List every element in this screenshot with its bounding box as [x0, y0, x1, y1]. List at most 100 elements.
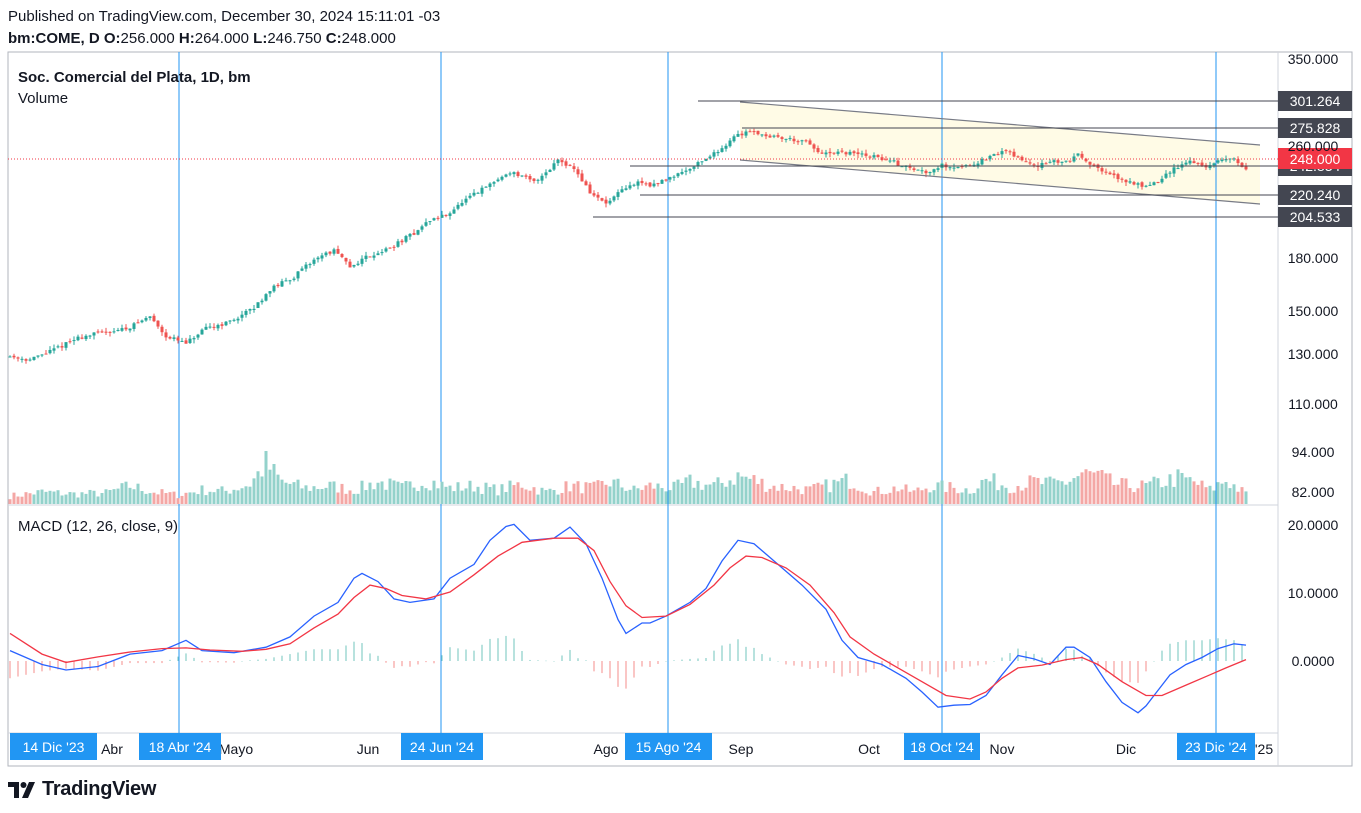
candle-body — [1212, 163, 1216, 166]
volume-bar — [560, 492, 564, 504]
volume-bar — [760, 478, 764, 504]
open-value: 256.000 — [120, 30, 175, 47]
volume-bar — [208, 491, 212, 504]
candle-body — [512, 172, 516, 175]
chart-title: Soc. Comercial del Plata, 1D, bm — [18, 69, 251, 86]
macd-histogram-bar — [689, 658, 691, 661]
volume-bar — [864, 493, 868, 504]
candle-body — [796, 141, 800, 143]
volume-bar — [1004, 487, 1008, 504]
time-tick-label: Ago — [594, 741, 619, 757]
macd-histogram-bar — [249, 660, 251, 661]
volume-bar — [620, 487, 624, 504]
volume-bar — [748, 478, 752, 504]
candle-body — [124, 327, 128, 330]
candle-body — [216, 324, 220, 329]
macd-tick-label: 20.0000 — [1288, 517, 1339, 533]
candle-body — [756, 130, 760, 135]
volume-bar — [1072, 478, 1076, 504]
volume-bar — [744, 476, 748, 504]
volume-bar — [36, 490, 40, 504]
macd-histogram-bar — [105, 661, 107, 669]
macd-tick-label: 10.0000 — [1288, 585, 1339, 601]
volume-bar — [276, 474, 280, 504]
volume-bar — [1188, 477, 1192, 504]
macd-histogram-bar — [1097, 661, 1099, 667]
volume-bar — [896, 491, 900, 504]
volume-bar — [656, 483, 660, 504]
volume-bar — [288, 483, 292, 504]
macd-histogram-bar — [777, 661, 779, 662]
candle-body — [768, 135, 772, 138]
volume-bar — [908, 491, 912, 504]
candle-body — [276, 284, 280, 287]
volume-bar — [336, 492, 340, 504]
macd-histogram-bar — [313, 649, 315, 661]
candle-body — [8, 356, 12, 358]
volume-bar — [1104, 473, 1108, 504]
candle-body — [696, 162, 700, 166]
candle-body — [388, 247, 392, 249]
candle-body — [924, 170, 928, 174]
volume-bar — [128, 487, 132, 504]
macd-histogram-bar — [113, 661, 115, 667]
volume-bar — [344, 493, 348, 504]
volume-bar — [252, 478, 256, 504]
volume-bar — [372, 489, 376, 504]
volume-bar — [212, 492, 216, 504]
macd-histogram-bar — [1161, 650, 1163, 661]
macd-histogram-bar — [401, 661, 403, 667]
candle-body — [852, 151, 856, 154]
candle-body — [640, 180, 644, 184]
volume-bar — [1120, 478, 1124, 504]
macd-histogram-bar — [569, 649, 571, 661]
volume-bar — [496, 495, 500, 504]
volume-bar — [440, 481, 444, 504]
candle-body — [584, 181, 588, 186]
macd-histogram-bar — [121, 661, 123, 665]
candle-body — [928, 172, 932, 174]
volume-bar — [792, 485, 796, 504]
volume-bar — [256, 471, 260, 504]
macd-histogram-bar — [297, 652, 299, 661]
candle-body — [436, 217, 440, 219]
candle-body — [132, 323, 136, 329]
volume-bar — [868, 495, 872, 504]
volume-bar — [24, 492, 28, 504]
candle-body — [476, 192, 480, 194]
macd-histogram-bar — [785, 661, 787, 665]
volume-bar — [1136, 488, 1140, 504]
macd-histogram-bar — [441, 655, 443, 661]
volume-bar — [876, 486, 880, 504]
candle-body — [1024, 161, 1028, 163]
candle-body — [200, 329, 204, 335]
candle-body — [868, 156, 872, 158]
volume-bar — [800, 494, 804, 504]
candle-body — [76, 336, 80, 341]
macd-histogram-bar — [161, 661, 163, 664]
volume-bar — [352, 493, 356, 504]
candle-body — [252, 308, 256, 310]
candle-body — [656, 183, 660, 185]
volume-bar — [176, 498, 180, 504]
volume-bar — [1216, 482, 1220, 504]
low-value: 246.750 — [267, 30, 322, 47]
price-tick-label: 180.000 — [1288, 250, 1339, 266]
volume-bar — [1192, 481, 1196, 504]
volume-bar — [624, 490, 628, 504]
macd-histogram-bar — [1153, 661, 1155, 662]
candle-body — [1092, 164, 1096, 166]
macd-histogram-bar — [409, 661, 411, 667]
high-value: 264.000 — [194, 30, 249, 47]
volume-bar — [728, 480, 732, 504]
candle-body — [1032, 164, 1036, 166]
candle-body — [36, 355, 40, 357]
price-tick-label: 110.000 — [1288, 396, 1338, 412]
candle-body — [412, 233, 416, 235]
volume-bar — [116, 488, 120, 504]
volume-bar — [404, 481, 408, 504]
volume-bar — [456, 482, 460, 504]
tradingview-brand[interactable]: TradingView — [8, 778, 156, 801]
candle-body — [772, 135, 776, 137]
